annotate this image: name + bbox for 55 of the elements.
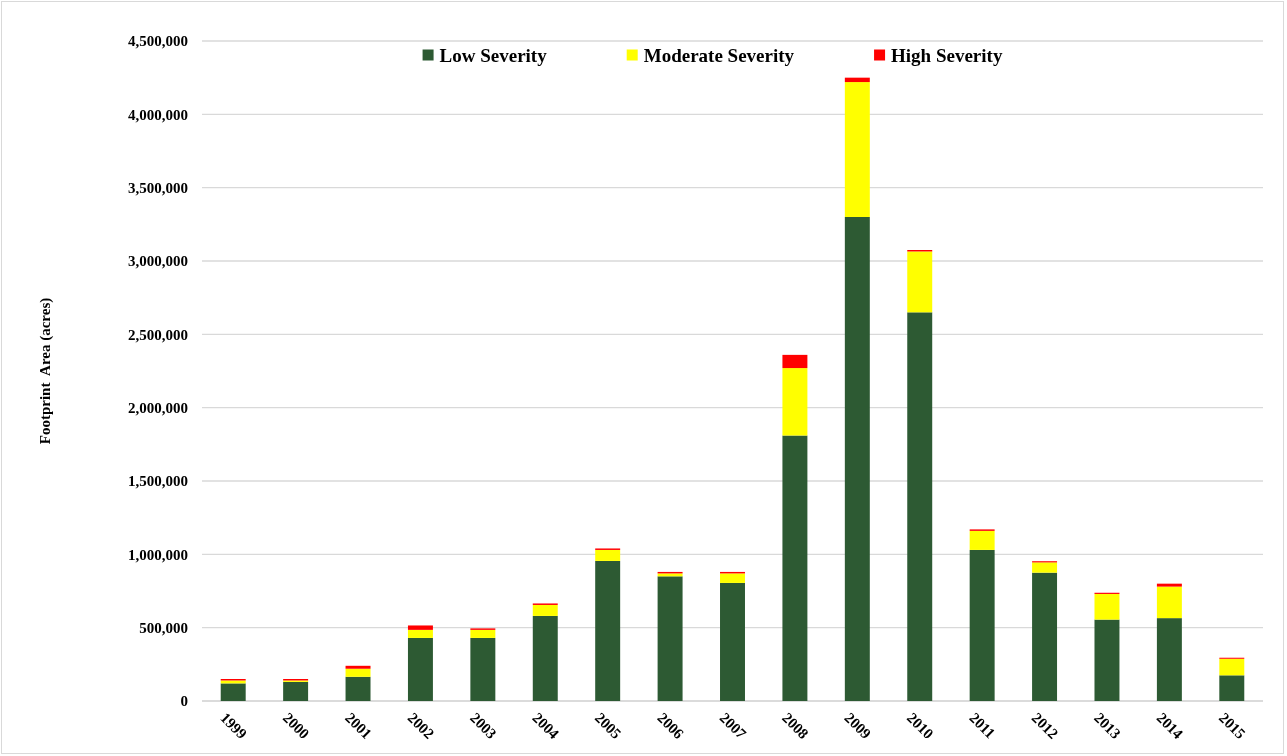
bar	[907, 251, 933, 313]
legend-label: Moderate Severity	[643, 44, 795, 66]
y-tick-label: 4,000,000	[128, 106, 188, 123]
x-tick-label: 2009	[841, 709, 875, 743]
y-tick-label: 1,500,000	[128, 473, 188, 490]
bar	[407, 625, 433, 630]
bar	[844, 217, 870, 701]
bar	[844, 77, 870, 83]
bar	[1032, 562, 1058, 573]
bar	[969, 530, 995, 550]
y-tick-label: 2,000,000	[128, 399, 188, 416]
bar	[532, 604, 558, 616]
y-tick-label: 500,000	[139, 619, 188, 636]
legend-label: High Severity	[891, 44, 1003, 66]
bar	[1156, 586, 1182, 619]
x-tick-label: 2000	[279, 709, 313, 743]
bar	[345, 676, 371, 701]
bar	[1156, 583, 1182, 587]
y-tick-label: 3,500,000	[128, 179, 188, 196]
bar	[1219, 675, 1245, 701]
bar	[657, 576, 683, 701]
x-tick-label: 2010	[903, 709, 937, 743]
y-tick-label: 2,500,000	[128, 326, 188, 343]
bar	[1094, 593, 1120, 620]
bar	[470, 629, 496, 638]
bar	[969, 549, 995, 701]
y-tick-label: 3,000,000	[128, 253, 188, 270]
bar	[220, 683, 246, 701]
bar	[1032, 572, 1058, 701]
x-tick-label: 1999	[217, 709, 250, 743]
bar	[1219, 658, 1245, 676]
bar	[345, 668, 371, 677]
bar	[907, 312, 933, 701]
bar	[844, 82, 870, 217]
bar	[782, 368, 808, 436]
bar	[595, 560, 621, 701]
bar	[720, 573, 745, 583]
bar	[283, 681, 309, 701]
bar	[720, 582, 745, 701]
legend-label: Low Severity	[439, 44, 548, 66]
bar	[782, 435, 808, 701]
bar	[532, 615, 558, 701]
y-tick-label: 1,000,000	[128, 546, 188, 563]
y-axis-title: Footprint Area (acres)	[37, 297, 54, 445]
bar	[1156, 618, 1182, 701]
y-tick-label: 0	[180, 693, 188, 710]
bar	[595, 549, 621, 561]
bar	[407, 637, 433, 701]
bar	[470, 637, 496, 701]
y-tick-label: 4,500,000	[128, 33, 188, 50]
bar	[407, 629, 433, 638]
x-tick-label: 2007	[716, 709, 750, 743]
bar	[1094, 619, 1120, 701]
bar	[782, 354, 808, 369]
bar	[345, 665, 371, 669]
